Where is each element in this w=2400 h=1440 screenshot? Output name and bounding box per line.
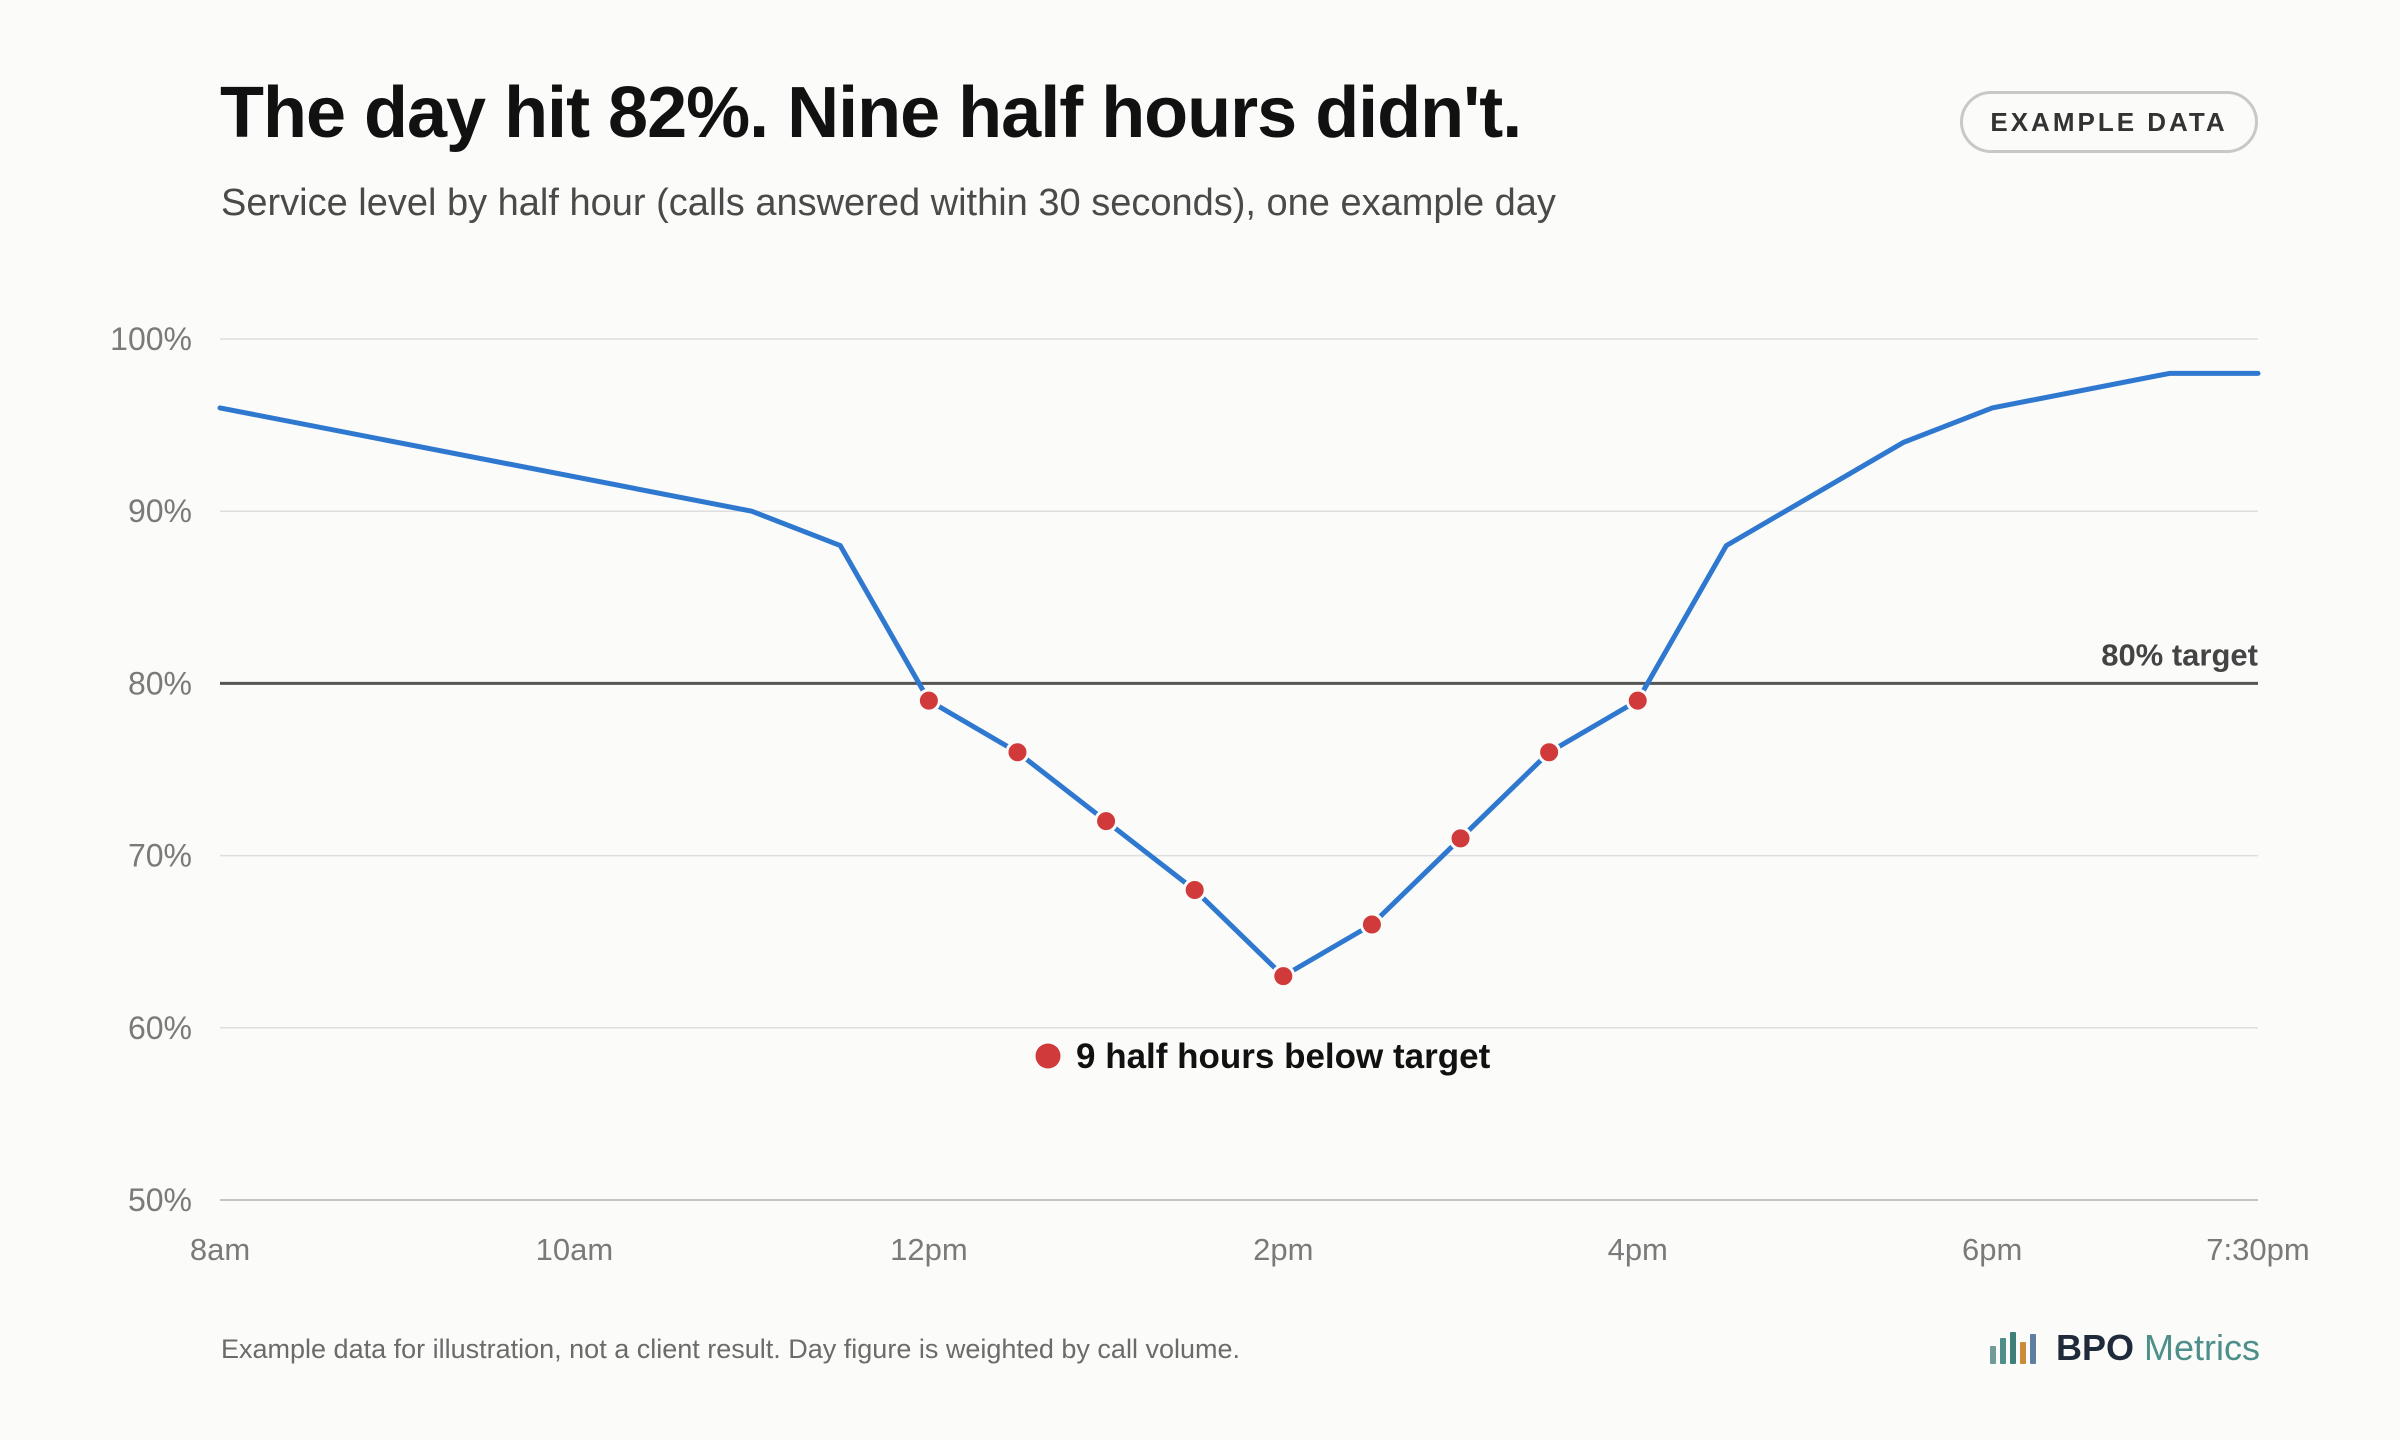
chart-subtitle: Service level by half hour (calls answer… bbox=[221, 182, 1556, 224]
below-target-point bbox=[1005, 740, 1030, 765]
y-tick-label: 100% bbox=[110, 321, 192, 357]
y-tick-label: 50% bbox=[128, 1182, 192, 1218]
below-target-point bbox=[1537, 740, 1562, 765]
x-tick-label: 8am bbox=[190, 1232, 250, 1267]
annotation-layer: 9 half hours below target bbox=[1035, 1037, 1491, 1076]
target-label: 80% target bbox=[2101, 637, 2258, 672]
below-target-point bbox=[1448, 826, 1473, 851]
y-tick-label: 70% bbox=[128, 838, 192, 874]
below-target-point bbox=[1271, 964, 1296, 989]
y-tick-label: 80% bbox=[128, 665, 192, 701]
y-tick-label: 60% bbox=[128, 1010, 192, 1046]
logo-subname: Metrics bbox=[2144, 1327, 2261, 1368]
marker-layer bbox=[916, 688, 1650, 989]
target-layer: 80% target bbox=[220, 637, 2258, 685]
footnote: Example data for illustration, not a cli… bbox=[221, 1334, 1240, 1364]
x-tick-label: 12pm bbox=[890, 1232, 968, 1267]
below-target-point bbox=[916, 688, 941, 713]
x-tick-label: 10am bbox=[536, 1232, 614, 1267]
below-target-point bbox=[1359, 912, 1384, 937]
x-tick-label: 6pm bbox=[1962, 1232, 2022, 1267]
y-tick-label: 90% bbox=[128, 493, 192, 529]
below-target-point bbox=[1182, 878, 1207, 903]
x-tick-label: 4pm bbox=[1608, 1232, 1668, 1267]
series-layer bbox=[217, 370, 2261, 979]
logo-name: BPO bbox=[2056, 1327, 2135, 1368]
axis-layer: 100% 90% 80% 70% 60% 50% 8am 10am 12pm 2pm 4pm 6pm 7… bbox=[110, 321, 2310, 1267]
below-target-point bbox=[1625, 688, 1650, 713]
series-line bbox=[217, 370, 2261, 979]
x-tick-label: 2pm bbox=[1253, 1232, 1313, 1267]
annotation-marker bbox=[1035, 1043, 1061, 1069]
chart-title: The day hit 82%. Nine half hours didn't. bbox=[220, 73, 1522, 153]
annotation-label: 9 half hours below target bbox=[1076, 1037, 1491, 1076]
grid-layer bbox=[220, 338, 2258, 1201]
x-tick-label: 7:30pm bbox=[2206, 1232, 2309, 1267]
brand-logo: BPO Metrics bbox=[1990, 1326, 2260, 1370]
below-target-point bbox=[1094, 809, 1119, 834]
example-data-badge: EXAMPLE DATA bbox=[1960, 91, 2258, 153]
bar-chart-logo-icon bbox=[1990, 1332, 2040, 1364]
